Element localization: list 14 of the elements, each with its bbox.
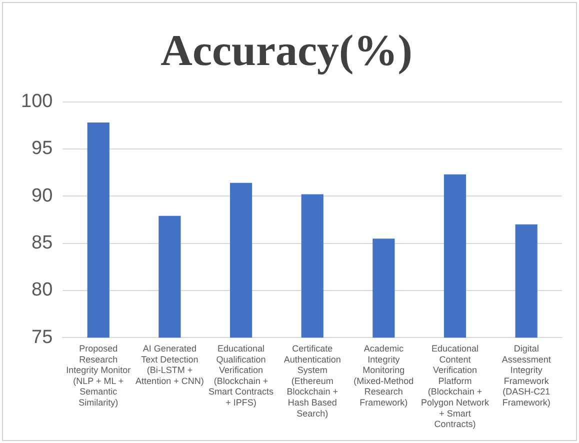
x-tick-label: AI Generated Text Detection (Bi-LSTM + Attention + CNN): [136, 343, 204, 386]
y-tick-label: 90: [32, 185, 53, 206]
y-tick-label: 80: [32, 280, 53, 301]
x-tick-label: Digital Assessment Integrity Framework (DASH-C21 Framework): [502, 343, 552, 408]
y-tick-label: 95: [32, 138, 53, 160]
y-tick-label: 75: [32, 326, 53, 348]
chart-title: Accuracy(%): [160, 26, 412, 75]
x-tick-label: Certificate Authentication System (Ethereum Blockchain + Hash Based Search): [284, 343, 341, 418]
x-tick-label: Academic Integrity Monitoring (Mixed-Method Research Framework): [354, 343, 414, 408]
y-tick-label: 85: [32, 232, 53, 254]
x-tick-label: Proposed Research Integrity Monitor (NLP + ML + Semantic Similarity): [66, 343, 131, 408]
y-tick-label: 100: [21, 91, 53, 112]
x-tick-label: Educational Content Verification Platform (Blockchain + Polygon Network + Smart Contracts): [420, 343, 490, 430]
x-tick-label: Educational Qualification Verification (Blockchain + Smart Contracts + IPFS): [208, 343, 274, 408]
